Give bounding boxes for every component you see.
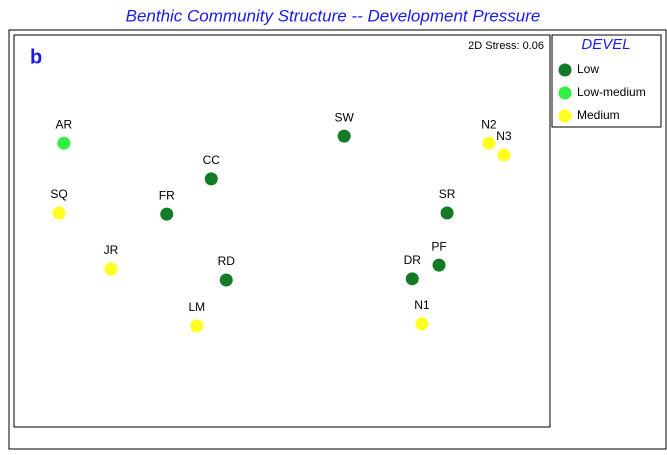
point [440,206,454,220]
panel-label: b [30,46,42,68]
point-label: RD [218,254,236,268]
point [405,272,419,286]
stress-annotation: 2D Stress: 0.06 [468,40,544,52]
point-label: CC [203,153,221,167]
point-label: LM [188,300,205,314]
point-label: FR [159,188,175,202]
legend-label: Low [577,62,599,76]
point-label: SR [439,187,456,201]
chart-title: Benthic Community Structure -- Developme… [126,6,541,25]
point-label: PF [431,239,446,253]
point [219,273,233,287]
point [52,206,66,220]
point [482,136,496,150]
legend [551,34,662,128]
point-label: N2 [481,117,497,131]
point [497,148,511,162]
legend-label: Low-medium [577,85,646,99]
legend-label: Medium [577,108,620,122]
legend-title: DEVEL [581,36,630,53]
point [415,317,429,331]
point-label: SQ [50,187,67,201]
point-label: AR [56,117,73,131]
point [104,262,118,276]
point-label: JR [104,243,119,257]
point [190,319,204,333]
legend-marker [558,86,572,100]
legend-marker [558,63,572,77]
point [160,207,174,221]
point-label: N3 [496,129,512,143]
point-label: DR [404,253,422,267]
point [337,129,351,143]
point [57,136,71,150]
point-label: SW [335,110,355,124]
point [204,172,218,186]
point-label: N1 [414,298,430,312]
plot-area [13,34,551,428]
legend-marker [558,109,572,123]
point [432,258,446,272]
